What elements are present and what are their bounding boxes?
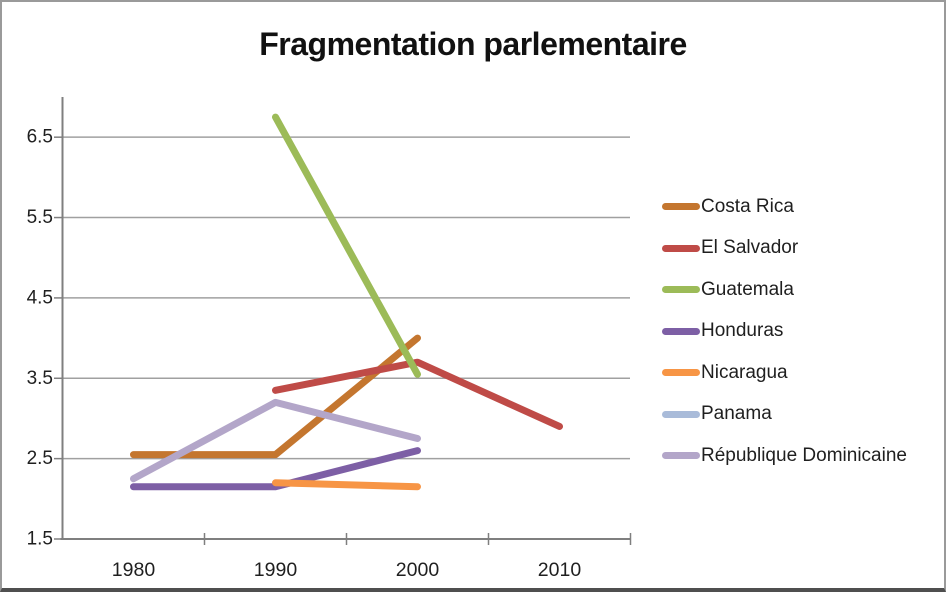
legend-item: Costa Rica: [662, 186, 907, 228]
legend-swatch-icon: [662, 369, 700, 377]
y-axis-tick-label: 3.5: [27, 368, 53, 389]
legend-label: Guatemala: [701, 278, 794, 300]
legend-swatch-icon: [662, 452, 700, 460]
series-line-guatemala: [272, 113, 421, 378]
legend-swatch-icon: [662, 327, 700, 335]
series-line-costa-rica: [130, 334, 421, 459]
legend-label: Costa Rica: [701, 195, 794, 217]
legend-item: Guatemala: [662, 269, 907, 311]
legend-item: Honduras: [662, 311, 907, 353]
y-axis-tick-label: 6.5: [27, 127, 53, 148]
legend-label: Honduras: [701, 320, 784, 342]
legend-swatch-icon: [662, 286, 700, 294]
chart-legend: Costa Rica El Salvador Guatemala Honduras Ni…: [662, 186, 907, 477]
x-axis-tick-label: 1990: [254, 559, 298, 581]
x-axis-tick-label: 2010: [538, 559, 582, 581]
y-axis-tick-label: 1.5: [27, 529, 53, 550]
series-line-r-publique-dominicaine: [130, 398, 421, 483]
series-line-honduras: [130, 447, 421, 491]
legend-item: République Dominicaine: [662, 435, 907, 477]
legend-swatch-icon: [662, 203, 700, 211]
x-axis-tick-label: 2000: [396, 559, 440, 581]
legend-swatch-icon: [662, 244, 700, 252]
legend-item: El Salvador: [662, 228, 907, 270]
chart-title: Fragmentation parlementaire: [259, 26, 687, 62]
series-line-el-salvador: [272, 358, 563, 430]
series-line-nicaragua: [272, 479, 421, 491]
x-axis-tick-label: 1980: [112, 559, 156, 581]
legend-label: Nicaragua: [701, 361, 788, 383]
legend-label: Panama: [701, 403, 772, 425]
y-axis-tick-label: 2.5: [27, 448, 53, 469]
legend-label: République Dominicaine: [701, 444, 907, 466]
legend-item: Panama: [662, 394, 907, 436]
legend-label: El Salvador: [701, 237, 799, 259]
y-axis-tick-label: 4.5: [27, 287, 53, 308]
y-axis-tick-label: 5.5: [27, 207, 53, 228]
legend-item: Nicaragua: [662, 352, 907, 394]
legend-swatch-icon: [662, 410, 700, 418]
